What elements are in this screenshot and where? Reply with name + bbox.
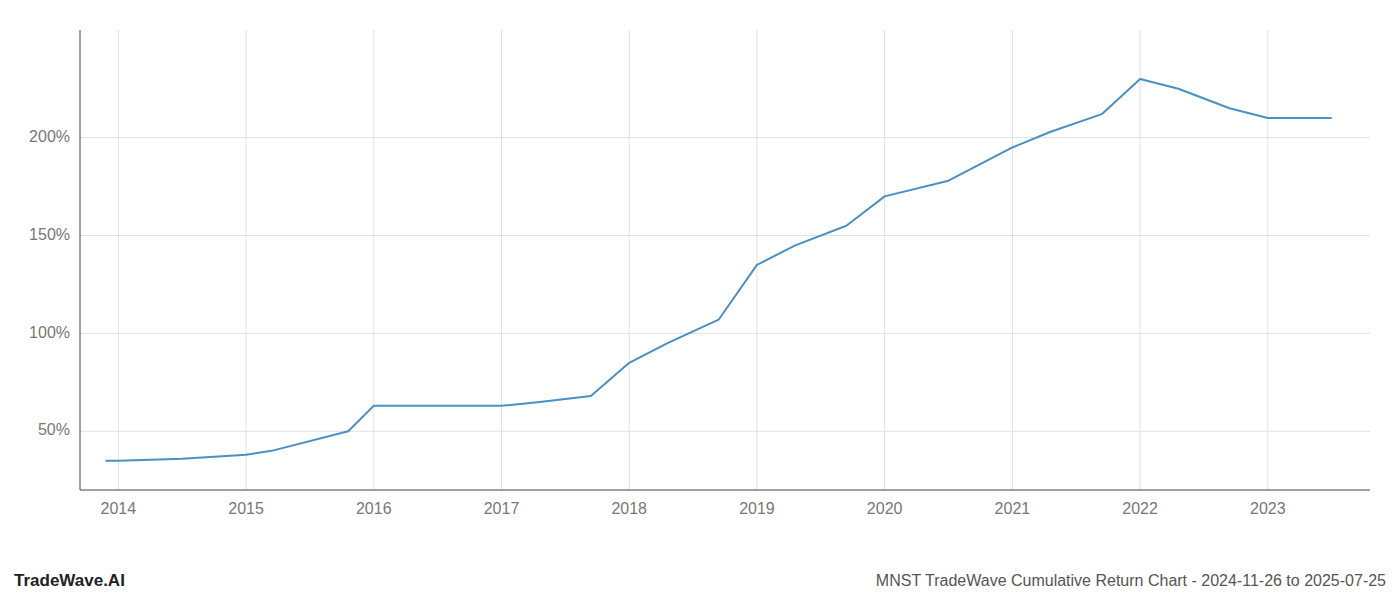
x-tick-label: 2020 <box>867 500 903 517</box>
y-axis-line <box>80 30 81 490</box>
y-grid-line <box>80 235 1370 236</box>
x-tick-label: 2014 <box>101 500 137 517</box>
x-axis-line <box>80 490 1370 491</box>
x-grid-line <box>373 30 374 490</box>
x-grid-line <box>1140 30 1141 490</box>
y-grid-line <box>80 431 1370 432</box>
x-tick-label: 2016 <box>356 500 392 517</box>
y-tick-label: 200% <box>29 128 70 145</box>
title: MNST TradeWave Cumulative Return Chart -… <box>876 572 1386 589</box>
x-grid-line <box>118 30 119 490</box>
x-tick-label: 2019 <box>739 500 775 517</box>
x-grid-line <box>1267 30 1268 490</box>
x-grid-line <box>884 30 885 490</box>
x-tick-label: 2023 <box>1250 500 1286 517</box>
x-grid-line <box>629 30 630 490</box>
y-grid-line <box>80 137 1370 138</box>
x-tick-label: 2018 <box>611 500 647 517</box>
y-tick-label: 100% <box>29 324 70 341</box>
plot-area <box>106 79 1332 461</box>
x-grid-line <box>1012 30 1013 490</box>
y-tick-label: 50% <box>38 421 70 438</box>
y-tick-label: 150% <box>29 226 70 243</box>
x-tick-label: 2021 <box>995 500 1031 517</box>
background <box>0 0 1400 600</box>
chart-svg: 50% 100% 150% 200% 2014 2015 2016 2017 2018 2019 2… <box>0 0 1400 600</box>
x-grid-line <box>501 30 502 490</box>
x-grid-line <box>756 30 757 490</box>
y-grid-line <box>80 333 1370 334</box>
x-grid-line <box>246 30 247 490</box>
grid <box>80 30 1370 490</box>
x-tick-label: 2017 <box>484 500 520 517</box>
x-tick-label: 2022 <box>1122 500 1158 517</box>
chart-container: 50% 100% 150% 200% 2014 2015 2016 2017 2018 2019 2… <box>0 0 1400 600</box>
x-tick-label: 2015 <box>228 500 264 517</box>
watermark: TradeWave.AI <box>14 571 125 590</box>
line <box>106 79 1332 461</box>
